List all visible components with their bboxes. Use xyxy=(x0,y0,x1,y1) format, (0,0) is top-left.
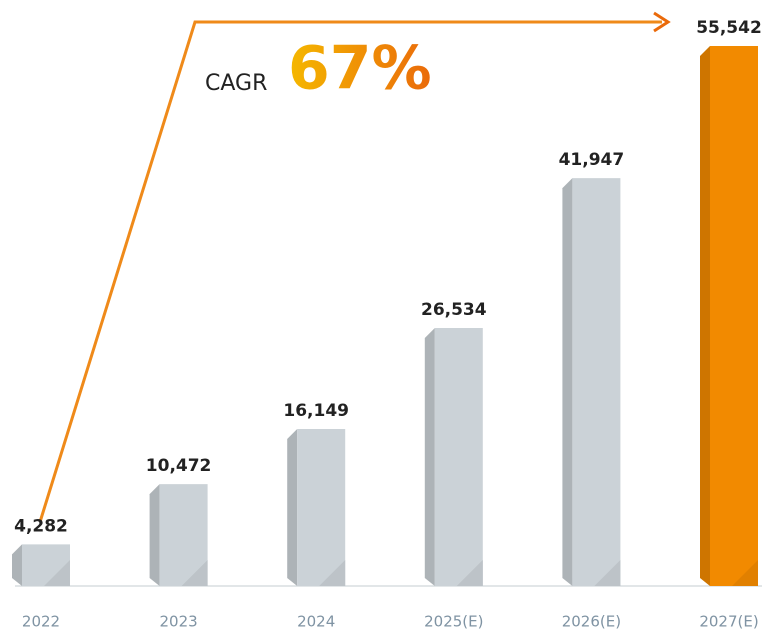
bar-shadow xyxy=(594,560,621,586)
bar-shadow xyxy=(44,560,70,586)
bar-front xyxy=(710,46,758,586)
bar-front xyxy=(572,178,621,586)
bar-front xyxy=(434,328,483,586)
cagr-label: CAGR xyxy=(205,71,267,96)
bar-side xyxy=(12,544,22,586)
bar-side xyxy=(562,178,573,586)
value-label: 55,542 xyxy=(696,18,762,38)
bar xyxy=(287,428,346,586)
bar xyxy=(700,46,758,586)
value-label: 10,472 xyxy=(146,456,212,476)
bar-shadow xyxy=(456,560,483,586)
cagr-arrow xyxy=(38,20,662,523)
x-tick-label: 2023 xyxy=(160,613,198,631)
bar xyxy=(562,178,621,586)
value-label: 41,947 xyxy=(559,150,625,170)
x-tick-label: 2026(E) xyxy=(562,613,621,631)
cagr-value: 67% xyxy=(288,34,432,104)
bar-front xyxy=(297,428,346,586)
bar xyxy=(424,328,483,586)
bar-front xyxy=(159,484,208,586)
bar-shadow xyxy=(181,560,208,586)
value-label: 4,282 xyxy=(14,516,68,536)
x-tick-label: 2025(E) xyxy=(424,613,483,631)
value-label: 26,534 xyxy=(421,300,487,320)
x-tick-label: 2022 xyxy=(22,613,60,631)
bar-side xyxy=(149,484,160,586)
x-tick-label: 2027(E) xyxy=(699,613,758,631)
value-label: 16,149 xyxy=(283,401,349,421)
bar xyxy=(149,484,208,586)
bar xyxy=(12,544,70,586)
bar-side xyxy=(700,46,710,586)
bar-shadow xyxy=(732,560,758,586)
arrow-head xyxy=(653,11,671,33)
x-tick-label: 2024 xyxy=(297,613,335,631)
bar-shadow xyxy=(319,560,346,586)
bar-side xyxy=(424,328,435,586)
bar-side xyxy=(287,428,298,586)
